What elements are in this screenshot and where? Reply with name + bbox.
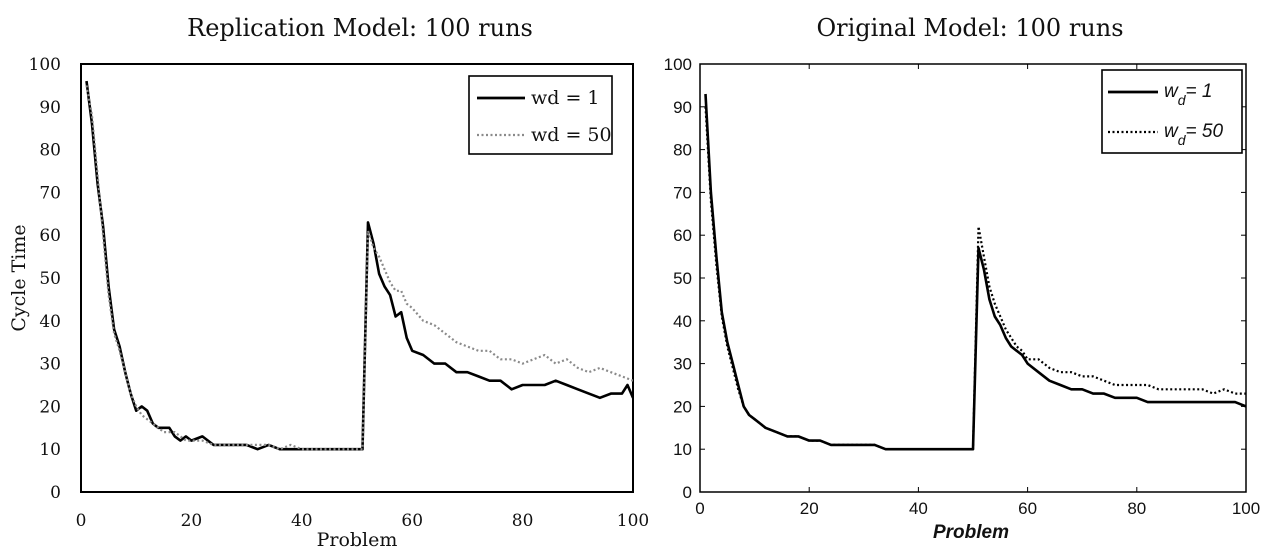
series-line-2: [85, 85, 633, 451]
legend-label-2: wd= 50: [1164, 121, 1223, 148]
y-tick-label: 90: [673, 98, 692, 117]
y-tick-label: 20: [673, 397, 692, 416]
x-tick-label: 0: [695, 499, 704, 518]
chart-1: Replication Model: 100 runs 0 10 20 30 40 50 60…: [8, 14, 649, 551]
y-tick-label: 40: [673, 312, 692, 331]
x-tick-label: 20: [800, 499, 819, 518]
y-tick-label: 70: [39, 183, 61, 203]
y-tick-label: 60: [39, 226, 61, 246]
legend-label-2: wd = 50: [531, 124, 612, 146]
y-tick-label: 20: [39, 397, 61, 417]
y-tick-label: 50: [673, 269, 692, 288]
y-tick-label: 90: [39, 98, 61, 118]
plot-frame: [80, 63, 634, 493]
x-tick-label: 100: [1232, 499, 1260, 518]
y-tick-label: 0: [50, 483, 61, 503]
y-tick-label: 50: [39, 269, 61, 289]
x-axis-label: Problem: [933, 522, 1009, 543]
chart-title: Original Model: 100 runs: [816, 14, 1123, 42]
legend-label-1: wd = 1: [531, 87, 600, 109]
y-tick-label: 10: [39, 440, 61, 460]
x-tick-label: 80: [1127, 499, 1146, 518]
y-tick-label: 40: [39, 312, 61, 332]
y-tick-label: 100: [664, 55, 692, 74]
chart-title: Replication Model: 100 runs: [187, 14, 533, 42]
x-tick-label: 80: [512, 511, 534, 531]
y-tick-label: 80: [673, 141, 692, 160]
x-tick-label: 60: [1018, 499, 1037, 518]
x-tick-label: 40: [909, 499, 928, 518]
y-tick-label: 0: [683, 483, 692, 502]
legend: wd = 1 wd = 50: [468, 75, 613, 155]
series-line-1: [85, 80, 633, 451]
chart-2: Original Model: 100 runs 0 10 20 30 40 50 60 70 8…: [664, 14, 1261, 543]
y-tick-label: 30: [673, 355, 692, 374]
legend: wd= 1 wd= 50: [1101, 69, 1243, 154]
y-tick-label: 30: [39, 355, 61, 375]
x-tick-label: 60: [401, 511, 423, 531]
legend-box: [1101, 69, 1243, 154]
y-tick-label: 70: [673, 183, 692, 202]
series-line-2: [704, 106, 1246, 451]
y-axis-label: Cycle Time: [8, 224, 30, 331]
legend-box: [468, 75, 613, 155]
y-tick-label: 60: [673, 226, 692, 245]
x-axis-label: Problem: [317, 529, 398, 551]
x-tick-label: 100: [617, 511, 649, 531]
y-tick-label: 80: [39, 141, 61, 161]
y-tick-label: 100: [29, 55, 61, 75]
legend-label-1: wd= 1: [1164, 81, 1212, 108]
y-tick-label: 10: [673, 440, 692, 459]
x-tick-label: 0: [76, 511, 87, 531]
x-tick-label: 20: [181, 511, 203, 531]
x-tick-label: 40: [291, 511, 313, 531]
